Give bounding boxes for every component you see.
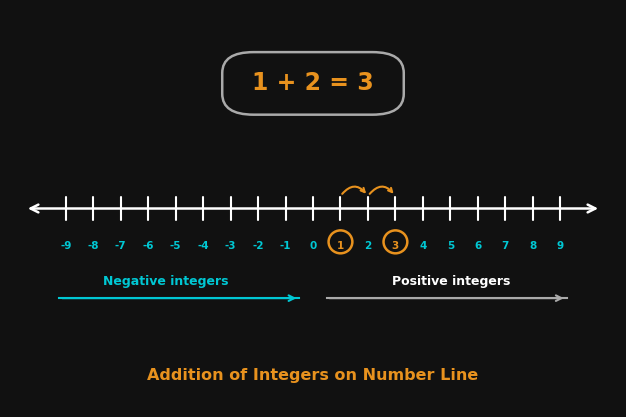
Text: 0: 0 bbox=[309, 241, 317, 251]
Text: 1 + 2 = 3: 1 + 2 = 3 bbox=[252, 71, 374, 95]
Text: -2: -2 bbox=[252, 241, 264, 251]
Text: -7: -7 bbox=[115, 241, 126, 251]
FancyBboxPatch shape bbox=[222, 52, 404, 115]
Text: 9: 9 bbox=[557, 241, 564, 251]
Text: 6: 6 bbox=[475, 241, 481, 251]
Text: Addition of Integers on Number Line: Addition of Integers on Number Line bbox=[147, 368, 479, 383]
Text: -5: -5 bbox=[170, 241, 182, 251]
Text: -9: -9 bbox=[60, 241, 71, 251]
Text: -8: -8 bbox=[88, 241, 99, 251]
Text: 2: 2 bbox=[364, 241, 372, 251]
Text: -3: -3 bbox=[225, 241, 237, 251]
Text: 3: 3 bbox=[392, 241, 399, 251]
Text: 1: 1 bbox=[337, 241, 344, 251]
FancyArrowPatch shape bbox=[370, 186, 392, 194]
Text: -6: -6 bbox=[142, 241, 154, 251]
Text: 5: 5 bbox=[447, 241, 454, 251]
FancyArrowPatch shape bbox=[342, 186, 365, 194]
Text: -4: -4 bbox=[197, 241, 209, 251]
Text: Negative integers: Negative integers bbox=[103, 275, 228, 288]
Text: -1: -1 bbox=[280, 241, 291, 251]
Text: Positive integers: Positive integers bbox=[391, 275, 510, 288]
Text: 8: 8 bbox=[529, 241, 536, 251]
Text: 4: 4 bbox=[419, 241, 426, 251]
Text: 7: 7 bbox=[501, 241, 509, 251]
